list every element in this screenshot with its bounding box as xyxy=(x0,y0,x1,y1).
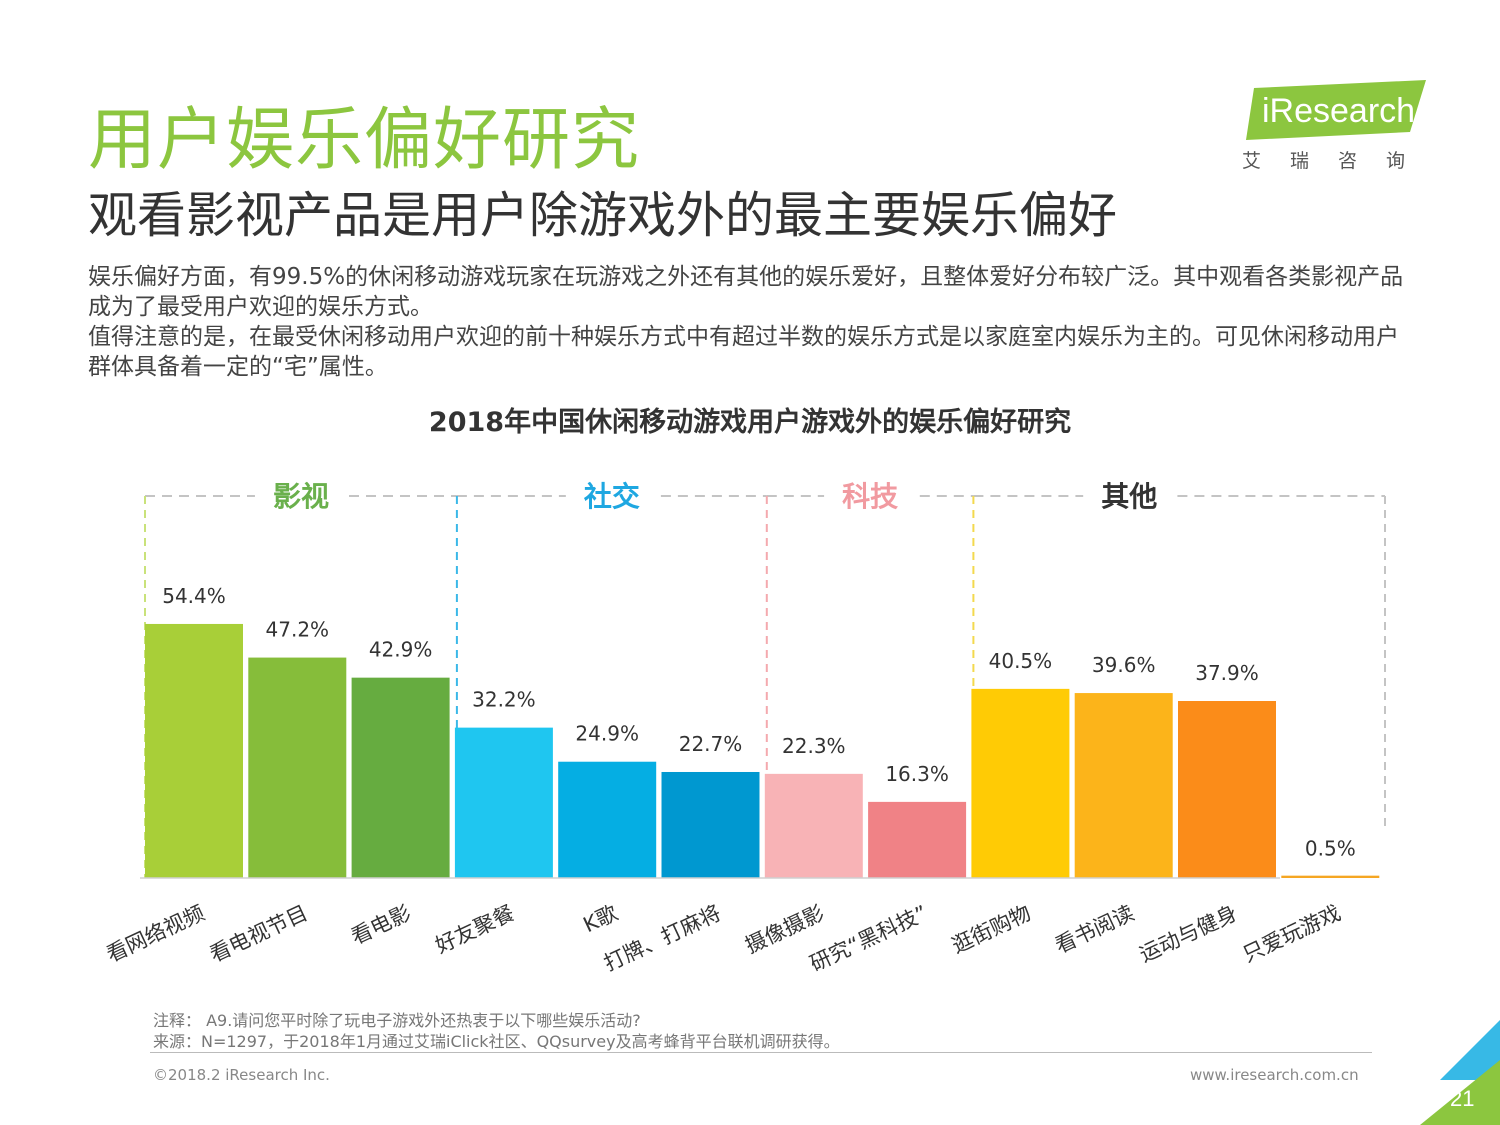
bar-10 xyxy=(1178,701,1276,878)
footer-divider xyxy=(150,1052,1372,1053)
intro-paragraph-2: 值得注意的是，在最受休闲移动用户欢迎的前十种娱乐方式中有超过半数的娱乐方式是以家… xyxy=(88,324,1399,380)
logo-wordmark: iResearch xyxy=(1262,92,1416,130)
logo-chinese-name: 艾瑞咨询 xyxy=(1242,150,1435,172)
group-label-background xyxy=(254,476,347,516)
source-text: 来源：N=1297，于2018年1月通过艾瑞iClick社区、QQsurvey及… xyxy=(153,1032,840,1051)
bar-value-label: 22.7% xyxy=(679,732,743,756)
bar-value-label: 47.2% xyxy=(266,618,330,642)
group-label-background xyxy=(824,476,917,516)
group-label-background xyxy=(565,476,658,516)
bar-9 xyxy=(1074,693,1173,878)
logo-banner-shape xyxy=(1246,80,1426,140)
category-label: 看电视节目 xyxy=(206,901,311,967)
entertainment-preference-bar-chart: 影视 社交 科技 其他 54.4% 看网络视频 47.2% 看电视节目 42.9% 看电影 32.2… xyxy=(102,476,1386,977)
chart-notes: 注释： A9.请问您平时除了玩电子游戏外还热衷于以下哪些娱乐活动? 来源：N=1… xyxy=(153,1010,840,1052)
chart-title: 2018年中国休闲移动游戏用户游戏外的娱乐偏好研究 xyxy=(428,407,1072,438)
group-label: 影视 xyxy=(273,480,329,513)
bar-6 xyxy=(764,773,863,878)
bar-value-label: 0.5% xyxy=(1305,837,1356,861)
page-title: 用户娱乐偏好研究 xyxy=(88,101,641,180)
bar-7 xyxy=(868,801,967,878)
bar-value-label: 39.6% xyxy=(1092,653,1156,677)
bar-value-label: 24.9% xyxy=(575,722,639,746)
copyright: ©2018.2 iResearch Inc. xyxy=(153,1066,330,1084)
bar-value-label: 32.2% xyxy=(472,688,536,712)
intro-paragraph-1: 娱乐偏好方面，有99.5%的休闲移动游戏玩家在玩游戏之外还有其他的娱乐爱好，且整… xyxy=(88,264,1404,320)
page-number: 21 xyxy=(1450,1086,1475,1111)
category-label: 看电影 xyxy=(347,901,414,949)
category-label: 看书阅读 xyxy=(1052,901,1138,958)
iresearch-logo: iResearch 艾瑞咨询 xyxy=(1240,80,1435,172)
bar-0 xyxy=(145,623,243,878)
group-label: 科技 xyxy=(842,480,898,513)
bar-value-label: 42.9% xyxy=(369,638,433,662)
category-label: 逛街购物 xyxy=(948,901,1034,958)
group-label: 其他 xyxy=(1101,480,1157,513)
bar-3 xyxy=(454,727,553,878)
bar-value-label: 22.3% xyxy=(782,734,846,758)
category-label: K歌 xyxy=(580,901,622,937)
note-text: 注释： A9.请问您平时除了玩电子游戏外还热衷于以下哪些娱乐活动? xyxy=(153,1011,641,1030)
group-label: 社交 xyxy=(584,480,640,513)
bar-value-label: 37.9% xyxy=(1195,661,1259,685)
category-label: 只爱玩游戏 xyxy=(1239,901,1344,967)
group-label-background xyxy=(1083,476,1176,516)
website-link[interactable]: www.iresearch.com.cn xyxy=(1190,1066,1359,1084)
bar-4 xyxy=(558,761,657,878)
bar-8 xyxy=(971,688,1070,878)
bar-value-label: 40.5% xyxy=(989,649,1053,673)
bar-value-label: 54.4% xyxy=(162,584,226,608)
category-label: 看网络视频 xyxy=(103,901,208,967)
category-label: 研究“黑科技” xyxy=(806,901,931,976)
bar-value-label: 16.3% xyxy=(885,762,949,786)
category-label: 运动与健身 xyxy=(1136,901,1241,967)
category-label: 打牌、打麻将 xyxy=(600,901,724,976)
corner-decoration xyxy=(1420,1020,1500,1125)
bar-1 xyxy=(248,657,347,878)
page-subtitle: 观看影视产品是用户除游戏外的最主要娱乐偏好 xyxy=(88,187,1118,244)
category-label: 好友聚餐 xyxy=(432,901,518,958)
intro-text: 娱乐偏好方面，有99.5%的休闲移动游戏玩家在玩游戏之外还有其他的娱乐爱好，且整… xyxy=(88,262,1418,382)
bar-5 xyxy=(661,771,760,878)
bar-11 xyxy=(1281,875,1380,878)
bar-2 xyxy=(351,677,450,878)
